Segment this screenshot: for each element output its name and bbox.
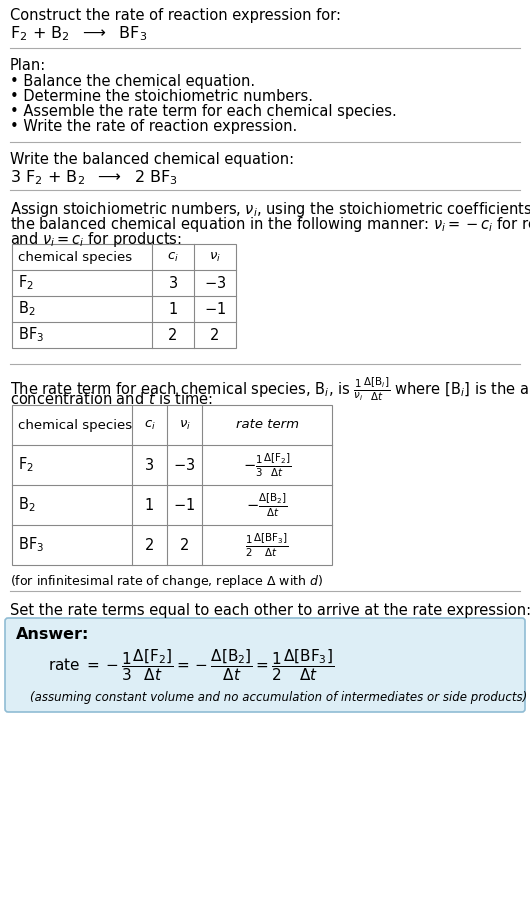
Text: • Determine the stoichiometric numbers.: • Determine the stoichiometric numbers. [10, 89, 313, 104]
Text: (assuming constant volume and no accumulation of intermediates or side products): (assuming constant volume and no accumul… [30, 691, 527, 704]
Text: • Assemble the rate term for each chemical species.: • Assemble the rate term for each chemic… [10, 104, 397, 119]
Text: $-3$: $-3$ [204, 275, 226, 291]
Text: 2: 2 [169, 328, 178, 342]
Text: $-3$: $-3$ [173, 457, 196, 473]
Text: $\mathrm{F_2}$ + $\mathrm{B_2}$  $\longrightarrow$  $\mathrm{BF_3}$: $\mathrm{F_2}$ + $\mathrm{B_2}$ $\longri… [10, 24, 147, 43]
Text: $\mathrm{BF_3}$: $\mathrm{BF_3}$ [18, 326, 44, 344]
Text: The rate term for each chemical species, B$_i$, is $\frac{1}{\nu_i}\frac{\Delta[: The rate term for each chemical species,… [10, 376, 530, 403]
Text: Answer:: Answer: [16, 627, 90, 642]
FancyBboxPatch shape [5, 618, 525, 712]
Text: Construct the rate of reaction expression for:: Construct the rate of reaction expressio… [10, 8, 341, 23]
Text: 3: 3 [169, 276, 178, 290]
Text: (for infinitesimal rate of change, replace Δ with $d$): (for infinitesimal rate of change, repla… [10, 573, 323, 590]
Text: Set the rate terms equal to each other to arrive at the rate expression:: Set the rate terms equal to each other t… [10, 603, 530, 618]
Text: $-\frac{1}{3}\frac{\Delta[\mathrm{F_2}]}{\Delta t}$: $-\frac{1}{3}\frac{\Delta[\mathrm{F_2}]}… [243, 451, 291, 479]
Text: $\frac{1}{2}\frac{\Delta[\mathrm{BF_3}]}{\Delta t}$: $\frac{1}{2}\frac{\Delta[\mathrm{BF_3}]}… [245, 531, 289, 559]
Text: $\nu_i$: $\nu_i$ [209, 250, 221, 264]
Text: $c_i$: $c_i$ [167, 250, 179, 264]
Text: 2: 2 [180, 538, 189, 552]
Text: concentration and $t$ is time:: concentration and $t$ is time: [10, 391, 213, 407]
Text: $-\frac{\Delta[\mathrm{B_2}]}{\Delta t}$: $-\frac{\Delta[\mathrm{B_2}]}{\Delta t}$ [246, 491, 288, 519]
Text: 2: 2 [145, 538, 154, 552]
Text: the balanced chemical equation in the following manner: $\nu_i = -c_i$ for react: the balanced chemical equation in the fo… [10, 215, 530, 234]
Text: Write the balanced chemical equation:: Write the balanced chemical equation: [10, 152, 294, 167]
Text: Plan:: Plan: [10, 58, 46, 73]
Text: $3\ \mathrm{F_2}$ + $\mathrm{B_2}$  $\longrightarrow$  $2\ \mathrm{BF_3}$: $3\ \mathrm{F_2}$ + $\mathrm{B_2}$ $\lon… [10, 168, 178, 187]
Text: 2: 2 [210, 328, 220, 342]
Text: $-1$: $-1$ [173, 497, 196, 513]
Text: $\mathrm{B_2}$: $\mathrm{B_2}$ [18, 299, 36, 318]
Text: $c_i$: $c_i$ [144, 419, 155, 431]
Text: rate term: rate term [235, 419, 298, 431]
Text: 3: 3 [145, 458, 154, 472]
Bar [12, 244, 236, 348]
Text: $\mathrm{BF_3}$: $\mathrm{BF_3}$ [18, 536, 44, 554]
Text: 1: 1 [169, 301, 178, 317]
Text: $-1$: $-1$ [204, 301, 226, 317]
Text: $\mathrm{B_2}$: $\mathrm{B_2}$ [18, 496, 36, 514]
Text: $\nu_i$: $\nu_i$ [179, 419, 190, 431]
Text: • Balance the chemical equation.: • Balance the chemical equation. [10, 74, 255, 89]
Bar [12, 405, 332, 565]
Text: $\mathrm{F_2}$: $\mathrm{F_2}$ [18, 456, 34, 474]
Text: and $\nu_i = c_i$ for products:: and $\nu_i = c_i$ for products: [10, 230, 182, 249]
Text: • Write the rate of reaction expression.: • Write the rate of reaction expression. [10, 119, 297, 134]
Text: Assign stoichiometric numbers, $\nu_i$, using the stoichiometric coefficients, $: Assign stoichiometric numbers, $\nu_i$, … [10, 200, 530, 219]
Text: chemical species: chemical species [18, 250, 132, 264]
Text: chemical species: chemical species [18, 419, 132, 431]
Text: $\mathrm{F_2}$: $\mathrm{F_2}$ [18, 274, 34, 292]
Text: rate $= -\dfrac{1}{3}\dfrac{\Delta[\mathrm{F_2}]}{\Delta t} = -\dfrac{\Delta[\ma: rate $= -\dfrac{1}{3}\dfrac{\Delta[\math… [48, 647, 334, 682]
Text: 1: 1 [145, 498, 154, 512]
